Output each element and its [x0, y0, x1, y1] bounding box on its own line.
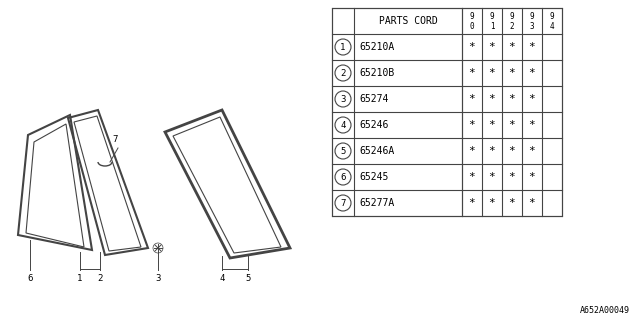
Text: *: * — [488, 68, 495, 78]
Text: 9: 9 — [490, 12, 494, 20]
Text: 65246A: 65246A — [359, 146, 394, 156]
Bar — [332, 8, 562, 216]
Text: *: * — [529, 146, 536, 156]
Text: *: * — [509, 198, 515, 208]
Text: 65274: 65274 — [359, 94, 388, 104]
Text: 2: 2 — [509, 21, 515, 30]
Text: 6: 6 — [28, 274, 33, 283]
Text: 65210A: 65210A — [359, 42, 394, 52]
Text: PARTS CORD: PARTS CORD — [379, 16, 437, 26]
Text: 7: 7 — [112, 135, 118, 144]
Text: 65246: 65246 — [359, 120, 388, 130]
Text: 9: 9 — [470, 12, 474, 20]
Text: 4: 4 — [340, 121, 346, 130]
Text: *: * — [529, 68, 536, 78]
Text: 5: 5 — [245, 274, 251, 283]
Text: 3: 3 — [156, 274, 161, 283]
Text: *: * — [509, 146, 515, 156]
Text: *: * — [509, 42, 515, 52]
Text: *: * — [509, 94, 515, 104]
Text: 2: 2 — [340, 68, 346, 77]
Text: 4: 4 — [220, 274, 225, 283]
Text: *: * — [468, 42, 476, 52]
Text: *: * — [529, 120, 536, 130]
Text: A652A00049: A652A00049 — [580, 306, 630, 315]
Text: *: * — [468, 68, 476, 78]
Text: 7: 7 — [340, 198, 346, 207]
Text: *: * — [509, 68, 515, 78]
Text: *: * — [509, 172, 515, 182]
Text: *: * — [488, 94, 495, 104]
Text: 1: 1 — [77, 274, 83, 283]
Text: *: * — [468, 94, 476, 104]
Text: 65277A: 65277A — [359, 198, 394, 208]
Text: 5: 5 — [340, 147, 346, 156]
Text: 2: 2 — [97, 274, 102, 283]
Text: 1: 1 — [490, 21, 494, 30]
Text: *: * — [509, 120, 515, 130]
Text: *: * — [488, 146, 495, 156]
Text: *: * — [468, 172, 476, 182]
Text: 3: 3 — [340, 94, 346, 103]
Text: 9: 9 — [509, 12, 515, 20]
Text: 9: 9 — [530, 12, 534, 20]
Text: *: * — [529, 172, 536, 182]
Text: *: * — [488, 120, 495, 130]
Text: 1: 1 — [340, 43, 346, 52]
Text: 65245: 65245 — [359, 172, 388, 182]
Text: *: * — [529, 94, 536, 104]
Text: 65210B: 65210B — [359, 68, 394, 78]
Text: *: * — [488, 172, 495, 182]
Text: *: * — [488, 42, 495, 52]
Text: *: * — [468, 146, 476, 156]
Text: 4: 4 — [550, 21, 554, 30]
Text: *: * — [488, 198, 495, 208]
Text: 9: 9 — [550, 12, 554, 20]
Text: *: * — [529, 198, 536, 208]
Text: *: * — [468, 198, 476, 208]
Text: *: * — [529, 42, 536, 52]
Text: 6: 6 — [340, 172, 346, 181]
Text: 0: 0 — [470, 21, 474, 30]
Text: 3: 3 — [530, 21, 534, 30]
Text: *: * — [468, 120, 476, 130]
